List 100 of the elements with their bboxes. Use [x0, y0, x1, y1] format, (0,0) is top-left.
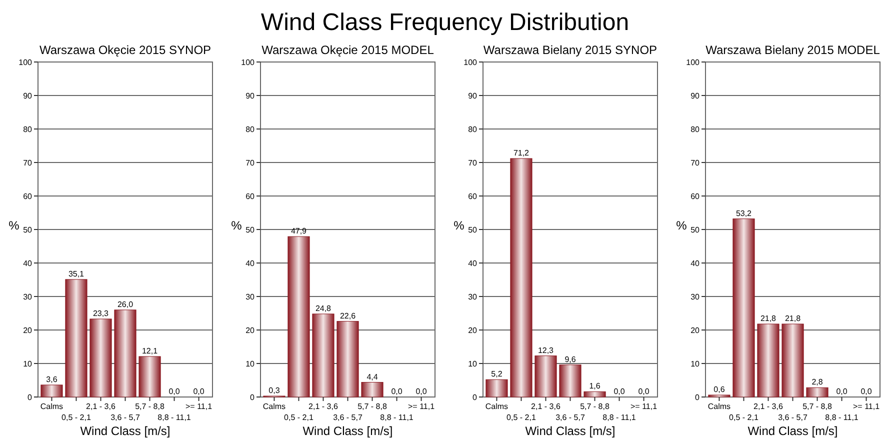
- x-tick-label: 2,1 - 3,6: [308, 402, 338, 411]
- y-tick-label: 90: [690, 91, 700, 100]
- y-tick-label: 40: [23, 258, 33, 268]
- x-tick-label: 8,8 - 11,1: [602, 413, 636, 422]
- y-tick-label: 100: [241, 58, 256, 67]
- y-tick-label: 80: [690, 124, 700, 134]
- bar: [336, 321, 359, 398]
- x-tick-label: 8,8 - 11,1: [380, 413, 414, 422]
- y-tick-label: 60: [468, 192, 478, 201]
- x-tick-label: 0,5 - 2,1: [62, 413, 92, 422]
- y-tick-label: 100: [18, 58, 33, 67]
- y-tick-label: 60: [246, 192, 256, 201]
- data-label: 12,1: [142, 346, 158, 356]
- data-label: 71,2: [513, 148, 530, 158]
- x-tick-label: 2,1 - 3,6: [86, 402, 116, 411]
- y-tick-label: 20: [468, 326, 478, 335]
- x-axis-title: Wind Class [m/s]: [525, 424, 616, 438]
- x-tick-label: 5,7 - 8,8: [358, 402, 388, 411]
- data-label: 24,8: [315, 304, 332, 313]
- y-tick-label: 90: [246, 91, 256, 100]
- y-tick-label: 0: [28, 392, 33, 402]
- bar: [312, 314, 334, 398]
- y-tick-label: 50: [246, 225, 256, 234]
- data-label: 0,0: [391, 387, 403, 396]
- x-tick-label: 8,8 - 11,1: [158, 413, 192, 422]
- x-tick-label: 2,1 - 3,6: [754, 402, 784, 411]
- y-tick-label: 70: [690, 158, 700, 168]
- y-tick-label: 0: [472, 392, 478, 402]
- data-label: 3,6: [46, 374, 58, 384]
- x-tick-label: >= 11,1: [630, 402, 658, 411]
- data-label: 53,2: [736, 208, 752, 218]
- y-tick-label: 50: [468, 225, 478, 234]
- x-tick-label: Calms: [262, 402, 286, 411]
- y-tick-label: 80: [246, 124, 256, 134]
- x-tick-label: Calms: [708, 402, 731, 411]
- bar: [361, 382, 384, 398]
- bar: [806, 387, 828, 398]
- bar: [114, 310, 136, 398]
- x-tick-label: 5,7 - 8,8: [802, 402, 832, 411]
- data-label: 22,6: [340, 311, 356, 320]
- bar: [40, 384, 63, 398]
- x-tick-label: Calms: [485, 402, 508, 411]
- data-label: 0,0: [614, 387, 626, 396]
- y-tick-label: 10: [246, 359, 256, 368]
- y-tick-label: 10: [690, 359, 700, 368]
- x-tick-label: 2,1 - 3,6: [531, 402, 561, 411]
- bar: [708, 394, 730, 398]
- chart-title: Warszawa Bielany 2015 MODEL: [706, 43, 880, 57]
- bar: [510, 158, 532, 398]
- data-label: 35,1: [68, 269, 85, 278]
- y-tick-label: 90: [468, 91, 478, 100]
- chart-title: Warszawa Bielany 2015 SYNOP: [483, 43, 658, 57]
- data-label: 1,6: [589, 382, 601, 391]
- y-tick-label: 20: [690, 326, 700, 335]
- y-tick-label: 100: [464, 58, 478, 67]
- y-tick-label: 10: [23, 359, 33, 368]
- bar: [782, 324, 804, 398]
- x-axis-title: Wind Class [m/s]: [80, 424, 170, 438]
- y-tick-label: 80: [23, 124, 33, 134]
- data-label: 0,3: [268, 386, 280, 395]
- x-tick-label: 0,5 - 2,1: [506, 413, 536, 422]
- x-tick-label: 0,5 - 2,1: [729, 413, 759, 422]
- bar: [138, 356, 161, 398]
- y-tick-label: 0: [250, 392, 256, 402]
- data-label: 0,6: [714, 384, 726, 394]
- y-tick-label: 50: [690, 225, 700, 234]
- x-tick-label: >= 11,1: [853, 402, 880, 411]
- y-tick-label: 30: [690, 292, 700, 302]
- chart-title: Warszawa Okęcie 2015 SYNOP: [39, 43, 212, 57]
- y-axis-title: %: [8, 218, 20, 232]
- x-tick-label: >= 11,1: [186, 402, 213, 411]
- y-tick-label: 0: [695, 392, 700, 402]
- x-tick-label: 3,6 - 5,7: [110, 413, 140, 422]
- data-label: 0,0: [836, 387, 848, 396]
- data-label: 0,0: [168, 387, 180, 396]
- data-label: 21,8: [784, 314, 802, 323]
- y-tick-label: 70: [23, 158, 33, 168]
- bar: [288, 236, 310, 398]
- bar: [757, 324, 780, 398]
- chart-title: Warszawa Okęcie 2015 MODEL: [262, 43, 434, 57]
- data-label: 23,3: [92, 308, 110, 318]
- y-tick-label: 60: [23, 192, 33, 201]
- bar: [486, 379, 508, 398]
- x-tick-label: 5,7 - 8,8: [135, 402, 165, 411]
- y-tick-label: 30: [468, 292, 478, 302]
- x-axis-title: Wind Class [m/s]: [748, 424, 838, 438]
- x-tick-label: 0,5 - 2,1: [284, 413, 314, 422]
- x-tick-label: 3,6 - 5,7: [778, 413, 808, 422]
- y-tick-label: 70: [468, 158, 478, 168]
- x-tick-label: 8,8 - 11,1: [825, 413, 859, 422]
- y-tick-label: 50: [23, 225, 33, 234]
- bar: [584, 391, 606, 398]
- bar: [65, 279, 88, 398]
- y-tick-label: 10: [468, 359, 478, 368]
- y-tick-label: 20: [23, 326, 33, 335]
- data-label: 0,0: [860, 387, 872, 396]
- y-tick-label: 60: [690, 192, 700, 201]
- y-tick-label: 40: [246, 258, 256, 268]
- text: Wind Class Frequency Distribution: [260, 9, 630, 36]
- data-label: 4,4: [366, 372, 378, 382]
